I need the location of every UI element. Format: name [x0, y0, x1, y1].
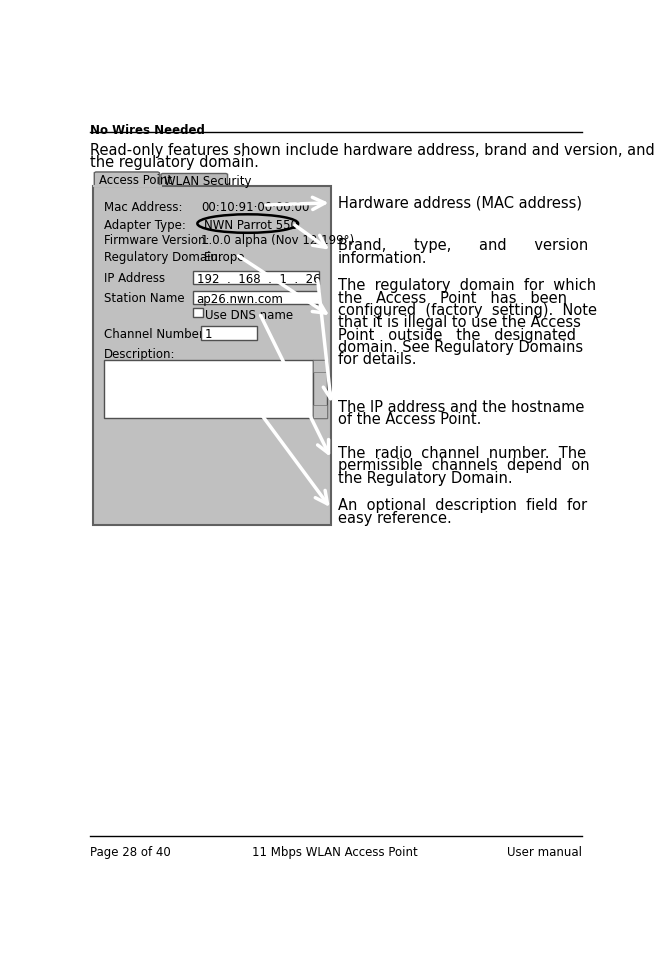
Text: ✔: ✔	[195, 308, 204, 318]
Text: of the Access Point.: of the Access Point.	[337, 413, 481, 427]
FancyBboxPatch shape	[313, 360, 327, 372]
Text: the Regulatory Domain.: the Regulatory Domain.	[337, 471, 512, 486]
Text: the regulatory domain.: the regulatory domain.	[90, 155, 259, 170]
Text: Page 28 of 40: Page 28 of 40	[90, 847, 170, 859]
Text: easy reference.: easy reference.	[337, 511, 451, 525]
Text: ap26.nwn.com: ap26.nwn.com	[196, 293, 284, 306]
Text: Mac Address:: Mac Address:	[103, 201, 182, 215]
Text: 1.0.0 alpha (Nov 12 199°): 1.0.0 alpha (Nov 12 199°)	[201, 234, 354, 247]
FancyBboxPatch shape	[103, 360, 313, 418]
Text: Hardware address (MAC address): Hardware address (MAC address)	[337, 195, 582, 210]
Text: configured  (factory  setting).  Note: configured (factory setting). Note	[337, 303, 597, 318]
Text: No Wires Needed: No Wires Needed	[90, 124, 204, 137]
FancyBboxPatch shape	[313, 360, 327, 418]
Text: Description:: Description:	[103, 348, 175, 360]
Text: 00:10:91·00·00:00: 00:10:91·00·00:00	[201, 201, 310, 215]
FancyBboxPatch shape	[201, 326, 257, 340]
Text: User manual: User manual	[507, 847, 582, 859]
Text: the   Access   Point   has   been: the Access Point has been	[337, 290, 567, 306]
Text: domain. See Regulatory Domains: domain. See Regulatory Domains	[337, 340, 583, 354]
Text: that it is illegal to use the Access: that it is illegal to use the Access	[337, 316, 580, 330]
Polygon shape	[94, 172, 159, 185]
Text: 11 Mbps WLAN Access Point: 11 Mbps WLAN Access Point	[252, 847, 418, 859]
Text: Firmware Version:: Firmware Version:	[103, 234, 209, 247]
Text: for details.: for details.	[337, 352, 416, 367]
Text: permissible  channels  depend  on: permissible channels depend on	[337, 458, 590, 474]
Text: The  radio  channel  number.  The: The radio channel number. The	[337, 446, 586, 461]
Text: The IP address and the hostname: The IP address and the hostname	[337, 400, 584, 415]
Text: Read-only features shown include hardware address, brand and version, and: Read-only features shown include hardwar…	[90, 143, 654, 157]
Text: Regulatory Domain:: Regulatory Domain:	[103, 251, 221, 263]
Text: Channel Number:: Channel Number:	[103, 327, 207, 341]
Text: information.: information.	[337, 251, 427, 265]
Text: 1: 1	[205, 328, 213, 341]
Text: ▼: ▼	[316, 407, 322, 416]
Text: Point   outside   the   designated: Point outside the designated	[337, 327, 576, 343]
FancyBboxPatch shape	[193, 271, 319, 285]
FancyBboxPatch shape	[313, 405, 327, 418]
Text: NWN Parrot 550: NWN Parrot 550	[204, 218, 297, 232]
Text: Brand,      type,      and      version: Brand, type, and version	[337, 238, 588, 253]
Text: ▲: ▲	[316, 361, 322, 370]
Text: IP Address: IP Address	[103, 272, 164, 285]
Text: Station Name: Station Name	[103, 292, 184, 305]
Polygon shape	[161, 174, 227, 185]
Text: WLAN Security: WLAN Security	[164, 175, 252, 188]
FancyBboxPatch shape	[193, 290, 319, 304]
Text: Use DNS name: Use DNS name	[205, 309, 293, 322]
Text: Access Point: Access Point	[99, 174, 172, 186]
FancyBboxPatch shape	[93, 185, 331, 524]
Text: An  optional  description  field  for: An optional description field for	[337, 498, 587, 514]
FancyBboxPatch shape	[193, 308, 203, 318]
Text: 192  .  168  .  1  .  26: 192 . 168 . 1 . 26	[196, 273, 320, 285]
Text: The  regulatory  domain  for  which: The regulatory domain for which	[337, 279, 596, 293]
Text: Europe: Europe	[204, 251, 245, 263]
Text: Adapter Type:: Adapter Type:	[103, 218, 185, 232]
